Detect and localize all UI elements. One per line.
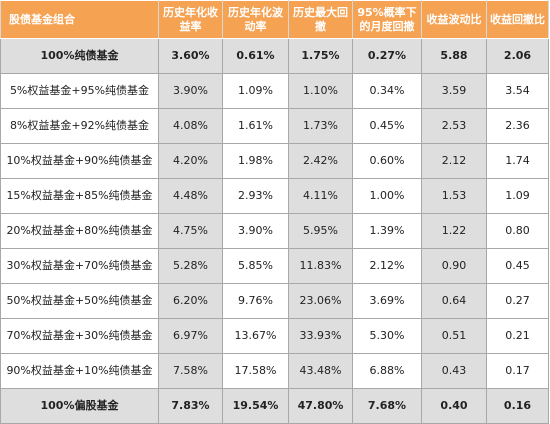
metric-cell: 2.93% xyxy=(222,178,289,214)
metric-cell: 0.34% xyxy=(352,73,422,109)
metric-cell: 7.58% xyxy=(158,353,223,389)
portfolio-name-cell: 15%权益基金+85%纯债基金 xyxy=(0,178,159,214)
metric-cell: 1.98% xyxy=(222,143,289,179)
table-row: 5%权益基金+95%纯债基金 3.90% 1.09% 1.10% 0.34% 3.59 3.… xyxy=(0,73,549,109)
table-row: 10%权益基金+90%纯债基金 4.20% 1.98% 2.42% 0.60% 2.12 1… xyxy=(0,143,549,179)
header-portfolio: 股债基金组合 xyxy=(0,0,159,39)
metric-cell: 2.12 xyxy=(421,143,487,179)
portfolio-name-cell: 30%权益基金+70%纯债基金 xyxy=(0,248,159,284)
metric-cell: 19.54% xyxy=(222,388,289,424)
portfolio-name-cell: 70%权益基金+30%纯债基金 xyxy=(0,318,159,354)
metric-cell: 5.85% xyxy=(222,248,289,284)
metric-cell: 23.06% xyxy=(288,283,353,319)
metric-cell: 3.54 xyxy=(486,73,549,109)
header-return-drawdown-ratio: 收益回撤比 xyxy=(486,0,549,39)
metric-cell: 4.48% xyxy=(158,178,223,214)
table-row: 90%权益基金+10%纯债基金 7.58% 17.58% 43.48% 6.88% 0.4… xyxy=(0,353,549,389)
metric-cell: 2.42% xyxy=(288,143,353,179)
metric-cell: 4.20% xyxy=(158,143,223,179)
table-row: 20%权益基金+80%纯债基金 4.75% 3.90% 5.95% 1.39% 1.22 0… xyxy=(0,213,549,249)
table-row: 50%权益基金+50%纯债基金 6.20% 9.76% 23.06% 3.69% 0.64… xyxy=(0,283,549,319)
metric-cell: 5.95% xyxy=(288,213,353,249)
metric-cell: 0.61% xyxy=(222,38,289,74)
metric-cell: 5.88 xyxy=(421,38,487,74)
metric-cell: 1.09% xyxy=(222,73,289,109)
metric-cell: 1.00% xyxy=(352,178,422,214)
metric-cell: 0.80 xyxy=(486,213,549,249)
metric-cell: 0.21 xyxy=(486,318,549,354)
metric-cell: 0.51 xyxy=(421,318,487,354)
metric-cell: 3.60% xyxy=(158,38,223,74)
metric-cell: 47.80% xyxy=(288,388,353,424)
metric-cell: 5.28% xyxy=(158,248,223,284)
portfolio-name-cell: 100%纯债基金 xyxy=(0,38,159,74)
metric-cell: 6.20% xyxy=(158,283,223,319)
metric-cell: 4.75% xyxy=(158,213,223,249)
metric-cell: 1.74 xyxy=(486,143,549,179)
portfolio-name-cell: 10%权益基金+90%纯债基金 xyxy=(0,143,159,179)
metric-cell: 11.83% xyxy=(288,248,353,284)
table-header-row: 股债基金组合 历史年化收益率 历史年化波动率 历史最大回撤 95%概率下的月度回… xyxy=(0,0,549,39)
metric-cell: 4.08% xyxy=(158,108,223,144)
table-row: 70%权益基金+30%纯债基金 6.97% 13.67% 33.93% 5.30% 0.5… xyxy=(0,318,549,354)
portfolio-name-cell: 5%权益基金+95%纯债基金 xyxy=(0,73,159,109)
metric-cell: 1.39% xyxy=(352,213,422,249)
metric-cell: 1.75% xyxy=(288,38,353,74)
header-annual-return: 历史年化收益率 xyxy=(158,0,223,39)
metric-cell: 2.36 xyxy=(486,108,549,144)
metric-cell: 0.17 xyxy=(486,353,549,389)
metric-cell: 7.68% xyxy=(352,388,422,424)
table-row: 100%偏股基金 7.83% 19.54% 47.80% 7.68% 0.40 0.16 xyxy=(0,388,549,424)
metric-cell: 0.60% xyxy=(352,143,422,179)
metric-cell: 0.16 xyxy=(486,388,549,424)
metric-cell: 2.53 xyxy=(421,108,487,144)
metric-cell: 3.59 xyxy=(421,73,487,109)
table-body: 100%纯债基金 3.60% 0.61% 1.75% 0.27% 5.88 2.06 5%权益… xyxy=(0,38,549,424)
metric-cell: 33.93% xyxy=(288,318,353,354)
metric-cell: 9.76% xyxy=(222,283,289,319)
metric-cell: 6.88% xyxy=(352,353,422,389)
metric-cell: 3.90% xyxy=(222,213,289,249)
metric-cell: 43.48% xyxy=(288,353,353,389)
header-annual-volatility: 历史年化波动率 xyxy=(222,0,289,39)
table-row: 100%纯债基金 3.60% 0.61% 1.75% 0.27% 5.88 2.06 xyxy=(0,38,549,74)
metric-cell: 0.27 xyxy=(486,283,549,319)
header-return-volatility-ratio: 收益波动比 xyxy=(421,0,487,39)
table-row: 15%权益基金+85%纯债基金 4.48% 2.93% 4.11% 1.00% 1.53 1… xyxy=(0,178,549,214)
metric-cell: 17.58% xyxy=(222,353,289,389)
metric-cell: 1.09 xyxy=(486,178,549,214)
metric-cell: 1.10% xyxy=(288,73,353,109)
metric-cell: 1.73% xyxy=(288,108,353,144)
header-max-drawdown: 历史最大回撤 xyxy=(288,0,353,39)
metric-cell: 13.67% xyxy=(222,318,289,354)
portfolio-name-cell: 20%权益基金+80%纯债基金 xyxy=(0,213,159,249)
metric-cell: 7.83% xyxy=(158,388,223,424)
metric-cell: 6.97% xyxy=(158,318,223,354)
metric-cell: 5.30% xyxy=(352,318,422,354)
metric-cell: 0.45 xyxy=(486,248,549,284)
metric-cell: 0.64 xyxy=(421,283,487,319)
metric-cell: 0.45% xyxy=(352,108,422,144)
metric-cell: 1.22 xyxy=(421,213,487,249)
metric-cell: 1.53 xyxy=(421,178,487,214)
portfolio-name-cell: 50%权益基金+50%纯债基金 xyxy=(0,283,159,319)
table-row: 30%权益基金+70%纯债基金 5.28% 5.85% 11.83% 2.12% 0.90… xyxy=(0,248,549,284)
metric-cell: 3.90% xyxy=(158,73,223,109)
metric-cell: 2.06 xyxy=(486,38,549,74)
metric-cell: 0.90 xyxy=(421,248,487,284)
metric-cell: 1.61% xyxy=(222,108,289,144)
metric-cell: 3.69% xyxy=(352,283,422,319)
portfolio-name-cell: 100%偏股基金 xyxy=(0,388,159,424)
table-row: 8%权益基金+92%纯债基金 4.08% 1.61% 1.73% 0.45% 2.53 2.… xyxy=(0,108,549,144)
metric-cell: 4.11% xyxy=(288,178,353,214)
metric-cell: 0.27% xyxy=(352,38,422,74)
metric-cell: 2.12% xyxy=(352,248,422,284)
portfolio-name-cell: 90%权益基金+10%纯债基金 xyxy=(0,353,159,389)
metric-cell: 0.40 xyxy=(421,388,487,424)
metric-cell: 0.43 xyxy=(421,353,487,389)
header-monthly-drawdown-95: 95%概率下的月度回撤 xyxy=(352,0,422,39)
portfolio-name-cell: 8%权益基金+92%纯债基金 xyxy=(0,108,159,144)
